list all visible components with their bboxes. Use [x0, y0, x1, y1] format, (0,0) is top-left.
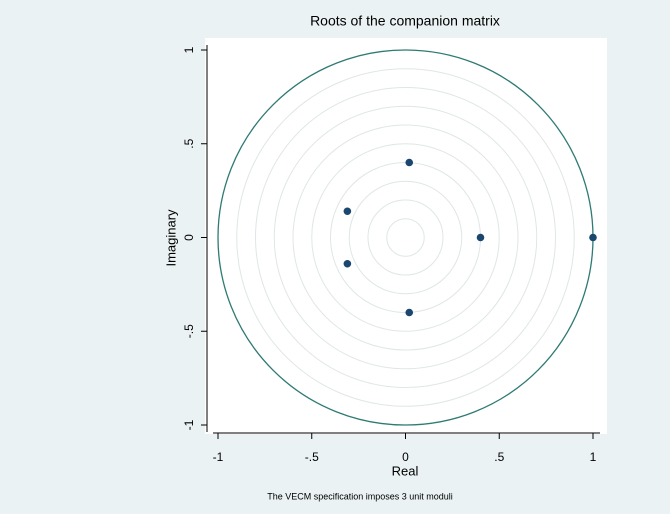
x-axis-label: Real — [392, 463, 419, 478]
y-tick-label: .5 — [182, 138, 196, 148]
grid-circle — [236, 68, 575, 407]
plot-area — [205, 38, 607, 434]
root-point — [343, 259, 352, 268]
y-tick-label: 0 — [182, 234, 196, 241]
y-tick-label: -1 — [182, 419, 196, 430]
grid-circle — [386, 218, 425, 257]
x-tick-label: 0 — [402, 450, 409, 464]
note: The VECM specification imposes 3 unit mo… — [267, 491, 453, 501]
root-point — [476, 233, 485, 242]
y-tick-label: 1 — [182, 46, 196, 53]
root-point — [343, 207, 352, 216]
x-tick-label: -.5 — [305, 450, 319, 464]
grid-circle — [367, 199, 444, 276]
grid-circle — [348, 180, 463, 295]
root-point — [405, 308, 414, 317]
grid-circle — [255, 87, 556, 388]
x-tick-label: 1 — [590, 450, 597, 464]
grid-circle — [273, 105, 538, 370]
grid-circle — [292, 124, 519, 351]
x-tick-label: .5 — [494, 450, 504, 464]
y-tick-label: -.5 — [182, 324, 196, 338]
root-point — [405, 158, 414, 167]
chart-title: Roots of the companion matrix — [310, 13, 500, 29]
root-point — [589, 233, 597, 242]
y-axis-label: Imaginary — [163, 209, 178, 267]
grid-circle — [311, 143, 500, 332]
x-tick-label: -1 — [213, 450, 224, 464]
